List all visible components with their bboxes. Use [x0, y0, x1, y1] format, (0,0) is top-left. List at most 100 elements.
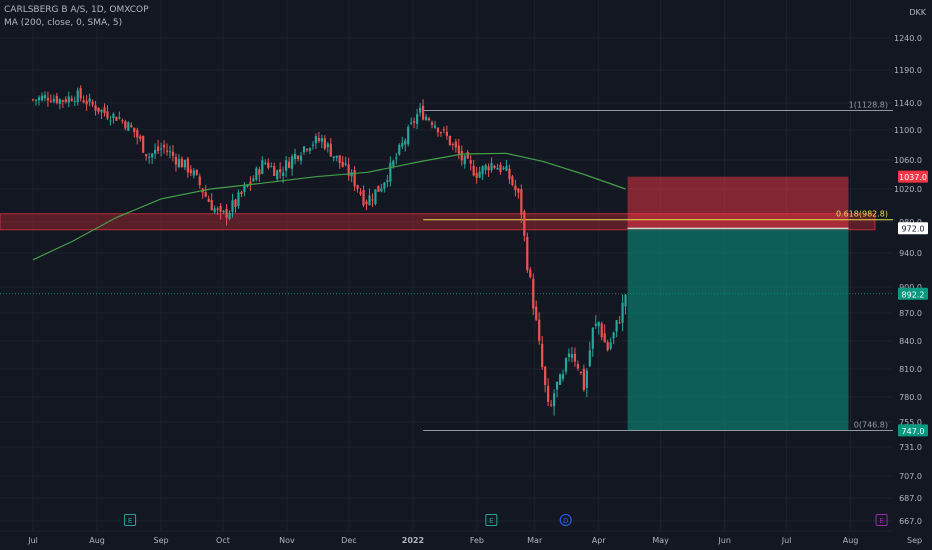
- candle-body[interactable]: [222, 210, 225, 213]
- candle-body[interactable]: [237, 192, 240, 207]
- candle-body[interactable]: [76, 90, 79, 103]
- candle-body[interactable]: [564, 358, 568, 372]
- candle-body[interactable]: [463, 155, 466, 165]
- candle-body[interactable]: [389, 162, 392, 182]
- candle-body[interactable]: [171, 151, 175, 156]
- candle-body[interactable]: [213, 208, 216, 213]
- candle-body[interactable]: [529, 269, 532, 278]
- candle-body[interactable]: [341, 161, 344, 167]
- candle-body[interactable]: [151, 153, 154, 158]
- symbol-title[interactable]: CARLSBERG B A/S, 1D, OMXCOP: [4, 5, 149, 15]
- candle-body[interactable]: [204, 192, 207, 197]
- candle-body[interactable]: [273, 166, 276, 176]
- candle-body[interactable]: [216, 208, 219, 210]
- candle-body[interactable]: [466, 152, 469, 159]
- dividend-marker[interactable]: [559, 514, 572, 526]
- candle-body[interactable]: [88, 98, 91, 102]
- candle-body[interactable]: [100, 109, 103, 113]
- earnings-marker[interactable]: [875, 514, 888, 526]
- candle-body[interactable]: [296, 155, 300, 160]
- candle-body[interactable]: [276, 170, 279, 179]
- candle-body[interactable]: [314, 136, 317, 144]
- price-axis[interactable]: [893, 0, 932, 550]
- candle-body[interactable]: [243, 185, 246, 192]
- candle-body[interactable]: [398, 144, 401, 155]
- candle-body[interactable]: [380, 188, 383, 192]
- candle-body[interactable]: [484, 165, 487, 170]
- candle-body[interactable]: [52, 99, 55, 102]
- candle-body[interactable]: [299, 155, 303, 161]
- candle-body[interactable]: [106, 111, 109, 119]
- candle-body[interactable]: [460, 150, 463, 161]
- candle-body[interactable]: [573, 353, 577, 362]
- candle-body[interactable]: [91, 101, 94, 105]
- candle-body[interactable]: [588, 350, 591, 367]
- candle-body[interactable]: [97, 107, 100, 112]
- candle-body[interactable]: [329, 143, 332, 157]
- candle-body[interactable]: [576, 363, 580, 369]
- candle-body[interactable]: [538, 319, 541, 341]
- candle-body[interactable]: [282, 172, 285, 176]
- candle-body[interactable]: [570, 354, 574, 358]
- candle-body[interactable]: [421, 105, 425, 120]
- earnings-marker[interactable]: [485, 514, 498, 526]
- candle-body[interactable]: [612, 332, 615, 339]
- candle-body[interactable]: [136, 130, 139, 138]
- candle-body[interactable]: [43, 94, 47, 99]
- candle-body[interactable]: [541, 343, 544, 368]
- candle-body[interactable]: [320, 138, 323, 142]
- candle-body[interactable]: [377, 185, 380, 192]
- candle-body[interactable]: [148, 156, 151, 158]
- candle-body[interactable]: [472, 165, 475, 176]
- candle-body[interactable]: [350, 172, 353, 177]
- candle-body[interactable]: [582, 368, 585, 391]
- candle-body[interactable]: [561, 374, 565, 379]
- candle-body[interactable]: [410, 122, 413, 124]
- candle-body[interactable]: [600, 323, 603, 338]
- ma-200-line[interactable]: [32, 152, 626, 261]
- target-price-tag[interactable]: 747.0: [902, 427, 925, 436]
- candle-body[interactable]: [404, 140, 407, 145]
- candle-body[interactable]: [407, 126, 410, 145]
- candle-body[interactable]: [94, 105, 97, 111]
- candle-body[interactable]: [168, 151, 172, 153]
- candle-body[interactable]: [490, 163, 493, 171]
- candle-body[interactable]: [392, 160, 395, 167]
- candle-body[interactable]: [219, 206, 222, 212]
- candle-body[interactable]: [544, 366, 547, 386]
- candle-body[interactable]: [511, 176, 514, 186]
- candle-body[interactable]: [508, 168, 511, 180]
- candle-body[interactable]: [156, 146, 160, 151]
- stop-price-tag[interactable]: 1037.0: [899, 173, 927, 182]
- candle-body[interactable]: [535, 306, 538, 320]
- candle-body[interactable]: [597, 322, 600, 327]
- candle-body[interactable]: [180, 158, 184, 168]
- candle-body[interactable]: [475, 172, 478, 178]
- candle-body[interactable]: [64, 99, 67, 103]
- candle-body[interactable]: [430, 122, 434, 126]
- candle-body[interactable]: [79, 88, 82, 99]
- candle-body[interactable]: [445, 131, 449, 136]
- candle-body[interactable]: [621, 302, 624, 323]
- candle-body[interactable]: [603, 333, 606, 343]
- candle-body[interactable]: [347, 164, 350, 176]
- candle-body[interactable]: [493, 165, 496, 168]
- candle-body[interactable]: [133, 127, 136, 132]
- candle-body[interactable]: [594, 323, 597, 326]
- candle-body[interactable]: [189, 169, 192, 174]
- candle-body[interactable]: [285, 160, 288, 171]
- candle-body[interactable]: [85, 100, 88, 105]
- candle-body[interactable]: [46, 97, 50, 101]
- candle-body[interactable]: [344, 163, 347, 165]
- candle-body[interactable]: [154, 150, 157, 154]
- candle-body[interactable]: [118, 117, 121, 119]
- candle-body[interactable]: [413, 121, 416, 123]
- candle-body[interactable]: [317, 137, 320, 142]
- candle-body[interactable]: [624, 294, 627, 307]
- candle-body[interactable]: [139, 136, 142, 139]
- candle-body[interactable]: [58, 99, 61, 105]
- candle-body[interactable]: [424, 116, 428, 121]
- candle-body[interactable]: [264, 162, 267, 164]
- stop-loss-zone[interactable]: [627, 176, 849, 229]
- candle-body[interactable]: [359, 192, 362, 194]
